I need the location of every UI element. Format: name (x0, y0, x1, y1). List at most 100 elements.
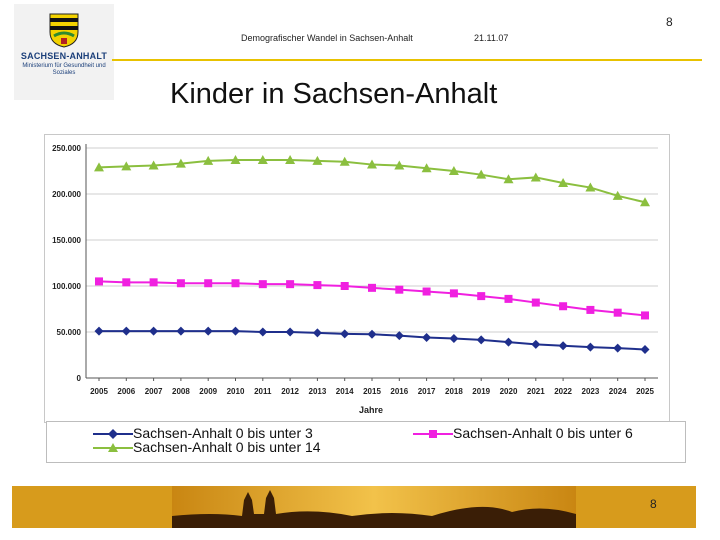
data-point-0-2019 (476, 335, 486, 345)
data-point-2-2014 (339, 156, 350, 166)
data-point-0-2011 (258, 327, 268, 337)
x-tick-label-2024: 2024 (609, 387, 627, 396)
y-tick-label-1: 50.000 (57, 328, 82, 337)
data-point-1-2011 (258, 280, 267, 289)
data-point-2-2017 (421, 163, 432, 173)
data-point-1-2018 (449, 289, 458, 298)
data-point-1-2025 (641, 311, 649, 320)
data-point-2-2016 (394, 160, 405, 170)
data-point-0-2022 (558, 341, 568, 351)
logo-name: SACHSEN-ANHALT (20, 51, 108, 61)
data-point-2-2013 (312, 155, 323, 165)
data-point-1-2008 (176, 279, 185, 288)
data-point-2-2019 (476, 169, 487, 179)
y-tick-label-4: 200.000 (52, 190, 81, 199)
grid-lines (86, 147, 658, 333)
data-point-2-2008 (175, 158, 186, 168)
data-point-2-2018 (448, 166, 459, 175)
axes: 0 50.000 100.000 150.000 200.000 250.000 2005 2… (52, 144, 658, 396)
x-tick-label-2006: 2006 (117, 387, 135, 396)
footer-page-number: 8 (650, 497, 657, 511)
x-axis-label: Jahre (359, 405, 383, 415)
coat-of-arms-icon (49, 13, 79, 48)
data-point-2-2011 (257, 154, 268, 164)
y-tick-label-5: 250.000 (52, 144, 81, 153)
legend: Sachsen-Anhalt 0 bis unter 3 Sachsen-Anh… (46, 421, 686, 463)
data-point-0-2018 (449, 333, 459, 343)
series-lines (94, 154, 650, 354)
x-tick-label-2019: 2019 (472, 387, 490, 396)
data-point-2-2020 (503, 174, 514, 184)
data-point-1-2010 (231, 279, 240, 288)
x-tick-label-2009: 2009 (199, 387, 217, 396)
logo: SACHSEN-ANHALT Ministerium für Gesundhei… (14, 4, 114, 100)
x-tick-label-2016: 2016 (390, 387, 408, 396)
data-point-1-2005 (95, 277, 103, 286)
data-point-0-2016 (394, 331, 404, 341)
data-point-0-2020 (504, 337, 513, 347)
data-point-1-2023 (586, 305, 595, 314)
data-point-1-2015 (368, 283, 376, 292)
data-point-0-2017 (422, 333, 432, 343)
x-tick-label-2010: 2010 (227, 387, 245, 396)
data-point-2-2012 (285, 154, 296, 164)
data-point-2-2007 (148, 160, 159, 170)
x-tick-label-2011: 2011 (254, 387, 272, 396)
x-tick-label-2025: 2025 (636, 387, 654, 396)
x-tick-label-2017: 2017 (418, 387, 436, 396)
data-point-1-2017 (422, 287, 431, 296)
data-point-2-2023 (585, 182, 596, 192)
data-point-0-2005 (94, 326, 104, 336)
data-point-1-2020 (504, 294, 513, 303)
data-point-2-2024 (612, 190, 623, 200)
data-point-0-2007 (149, 326, 159, 336)
x-tick-label-2015: 2015 (363, 387, 381, 396)
data-point-0-2014 (340, 329, 350, 339)
page-number: 8 (666, 15, 673, 29)
slide-title: Kinder in Sachsen-Anhalt (170, 78, 498, 110)
legend-label-0: Sachsen-Anhalt 0 bis unter 3 (133, 425, 313, 441)
chart-frame (44, 134, 670, 423)
data-point-0-2021 (531, 339, 541, 349)
data-point-0-2006 (121, 326, 131, 336)
data-point-1-2012 (286, 280, 295, 289)
footer-banner (12, 486, 696, 528)
data-point-0-2025 (640, 344, 650, 354)
legend-marker-0 (93, 429, 133, 439)
x-tick-label-2021: 2021 (527, 387, 545, 396)
data-point-1-2007 (149, 278, 158, 287)
data-point-2-2010 (230, 154, 241, 164)
x-tick-label-2013: 2013 (309, 387, 327, 396)
x-tick-label-2012: 2012 (281, 387, 299, 396)
y-tick-label-3: 150.000 (52, 236, 81, 245)
data-point-1-2019 (477, 292, 486, 301)
data-point-0-2012 (285, 327, 295, 337)
data-point-1-2013 (313, 281, 322, 290)
data-point-0-2009 (203, 326, 213, 336)
landscape-silhouette-icon (172, 486, 576, 528)
data-point-1-2014 (340, 282, 349, 290)
data-point-0-2024 (613, 343, 623, 353)
header-divider (112, 59, 702, 61)
x-tick-label-2023: 2023 (582, 387, 600, 396)
data-point-0-2023 (585, 342, 595, 352)
legend-label-1: Sachsen-Anhalt 0 bis unter 6 (453, 425, 633, 441)
data-point-2-2025 (640, 197, 650, 207)
legend-label-2: Sachsen-Anhalt 0 bis unter 14 (133, 439, 321, 455)
x-tick-label-2005: 2005 (90, 387, 108, 396)
data-point-1-2009 (204, 279, 213, 288)
x-tick-label-2020: 2020 (500, 387, 518, 396)
data-point-2-2015 (367, 159, 377, 169)
data-point-1-2021 (531, 298, 540, 307)
data-point-2-2005 (94, 162, 104, 172)
header-subtitle: Demografischer Wandel in Sachsen-Anhalt (241, 33, 413, 43)
data-point-0-2015 (367, 329, 377, 339)
y-tick-label-0: 0 (77, 374, 82, 383)
data-point-2-2022 (558, 177, 569, 187)
data-point-2-2021 (530, 172, 541, 182)
x-tick-label-2007: 2007 (145, 387, 163, 396)
data-point-2-2006 (121, 161, 132, 171)
x-tick-label-2014: 2014 (336, 387, 354, 396)
data-point-2-2009 (203, 155, 214, 165)
